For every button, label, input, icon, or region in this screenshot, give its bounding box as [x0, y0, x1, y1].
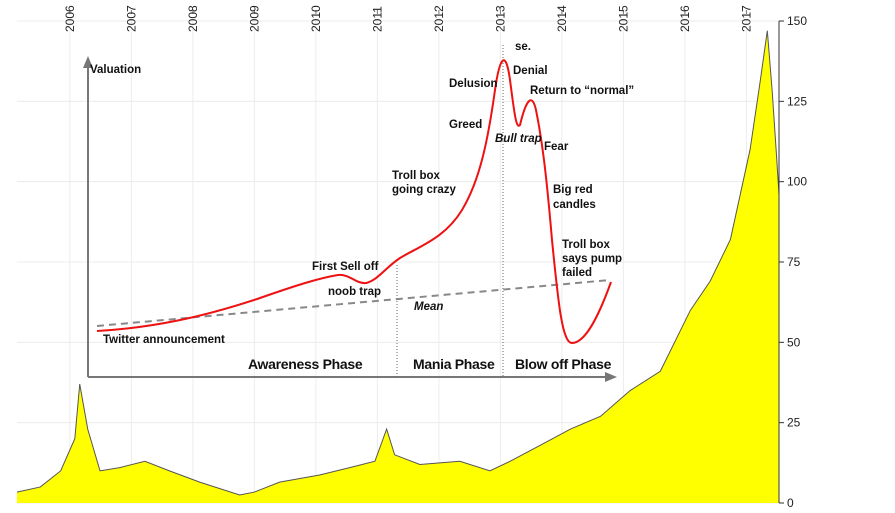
annotation: First Sell off: [312, 261, 379, 273]
x-tick-label: 2008: [186, 5, 200, 32]
bubble-diagram: Valuation Twitter announcement First Sel…: [83, 41, 634, 382]
annotation: failed: [562, 267, 592, 279]
annotation: Twitter announcement: [103, 334, 225, 346]
annotation: Mean: [414, 301, 443, 313]
bubble-curve: [96, 59, 612, 345]
annotation: Troll box: [562, 239, 611, 251]
annotation: candles: [553, 199, 596, 211]
arrow-head: [605, 372, 617, 382]
area: [17, 30, 779, 503]
annotation: se.: [515, 41, 531, 53]
price-line: [16, 30, 780, 496]
annotation: Big red: [553, 184, 593, 196]
annotation: noob trap: [328, 286, 381, 298]
x-tick-label: 2010: [309, 5, 323, 32]
y-tick-label: 50: [787, 335, 801, 349]
x-tick-label: 2011: [370, 6, 384, 32]
annotation: Return to “normal”: [530, 85, 634, 97]
arrow-head: [83, 56, 93, 68]
x-tick-label: 2007: [124, 5, 138, 32]
y-tick-label: 0: [787, 496, 794, 510]
x-tick-label: 2017: [739, 5, 753, 32]
background-chart: 0 25 50 75 100 125 150 2006 2007 2008 2009 2010 2011…: [16, 5, 807, 510]
annotation: Bull trap: [495, 133, 542, 145]
y-tick-label: 125: [787, 94, 807, 108]
y-tick-label: 75: [787, 255, 801, 269]
x-tick-label: 2009: [247, 5, 261, 32]
phase-label: Blow off Phase: [515, 356, 612, 372]
annotation: going crazy: [392, 184, 457, 196]
x-tick-label: 2016: [678, 5, 692, 32]
x-tick-label: 2012: [432, 5, 446, 32]
y-tick-label: 100: [787, 175, 807, 189]
annotation: Troll box: [392, 170, 441, 182]
x-tick-label: 2015: [616, 5, 630, 32]
x-tick-label: 2014: [555, 5, 569, 32]
annotation: Denial: [513, 65, 548, 77]
x-tick-label: 2006: [63, 5, 77, 32]
phase-label: Mania Phase: [413, 356, 495, 372]
annotation: Fear: [544, 141, 569, 153]
y-tick-label: 150: [787, 14, 807, 28]
annotation: says pump: [562, 253, 622, 265]
annotation: Valuation: [90, 64, 141, 76]
phase-label: Awareness Phase: [248, 356, 363, 372]
annotation: Delusion: [449, 78, 498, 90]
y-tick-label: 25: [787, 416, 801, 430]
annotation: Greed: [449, 119, 482, 131]
x-tick-label: 2013: [493, 5, 507, 32]
